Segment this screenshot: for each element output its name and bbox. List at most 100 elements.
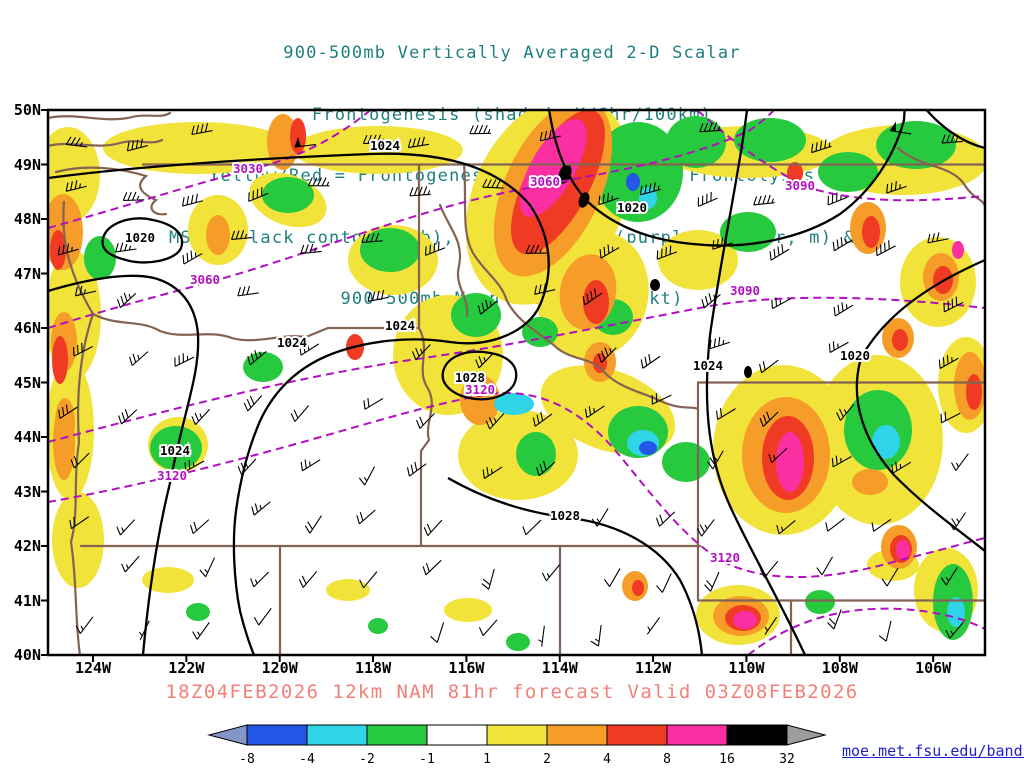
lat-label: 47N <box>13 264 41 283</box>
colorbar-cell <box>666 724 728 746</box>
frontogenesis-blob <box>290 118 306 154</box>
frontogenesis-blob <box>494 393 534 415</box>
frontogenesis-blob <box>966 374 982 410</box>
wind-barb <box>831 455 852 468</box>
colorbar-arrow-left <box>207 724 248 746</box>
lat-label: 45N <box>13 373 41 392</box>
colorbar-cell <box>366 724 428 746</box>
frontogenesis-blob <box>818 152 878 192</box>
mslp-contour <box>101 217 184 264</box>
wind-barb <box>407 136 430 149</box>
contour-label: 3090 <box>785 178 815 193</box>
frontogenesis-blob <box>852 469 888 495</box>
colorbar-cell <box>426 724 488 746</box>
wind-barb <box>477 299 498 315</box>
wind-barb <box>891 461 912 474</box>
wind-barb <box>827 192 848 206</box>
colorbar-tick-label: 8 <box>663 752 671 767</box>
lat-label: 43N <box>13 482 41 501</box>
wind-barb <box>118 409 138 425</box>
colorbar-cell <box>726 724 788 746</box>
wind-barb <box>532 411 553 427</box>
wind-barb-pennant <box>294 136 301 148</box>
wind-barb <box>696 519 715 537</box>
wind-barb <box>760 560 779 578</box>
mslp-contours-layer <box>48 110 985 655</box>
wind-barb <box>247 350 267 366</box>
lat-label: 40N <box>13 646 41 664</box>
frontogenesis-blob <box>626 173 640 191</box>
wind-barb <box>590 625 602 647</box>
contour-label: 3120 <box>157 468 187 483</box>
colorbar-tick-label: -1 <box>419 752 435 767</box>
wind-barb <box>250 571 270 588</box>
wind-barb <box>57 243 79 256</box>
frontogenesis-blob <box>896 540 910 560</box>
wind-barb <box>304 515 322 534</box>
frontogenesis-blob <box>519 119 587 217</box>
credit-link[interactable]: moe.met.fsu.edu/banding <box>842 742 1024 760</box>
wind-barb <box>875 240 896 257</box>
mslp-contour <box>548 110 906 247</box>
wind-barb <box>117 292 137 309</box>
wind-barb <box>948 512 966 531</box>
colorbar-cell <box>606 724 668 746</box>
wind-barb <box>409 186 431 197</box>
frontogenesis-blob <box>872 425 900 459</box>
wind-barb <box>182 193 203 207</box>
wind-barb <box>406 461 427 477</box>
contour-label: 3120 <box>710 550 740 565</box>
contour-label: 3030 <box>233 161 263 176</box>
wind-barb <box>769 244 790 261</box>
frontogenesis-blob <box>650 279 660 291</box>
wind-barb <box>184 459 205 472</box>
wind-barb <box>478 619 498 636</box>
contour-label: 1020 <box>840 348 870 363</box>
lon-label: 112W <box>635 659 672 677</box>
wind-barb <box>940 566 958 586</box>
wind-barb <box>72 342 93 357</box>
state-border <box>417 326 433 548</box>
wind-barb <box>361 232 383 243</box>
frontogenesis-blob <box>84 236 116 280</box>
contour-label: 3120 <box>465 382 495 397</box>
wind-barb <box>697 191 718 207</box>
wind-barb <box>69 516 89 530</box>
wind-barb <box>522 519 542 536</box>
wind-barb <box>709 336 731 350</box>
frontogenesis-blob <box>50 230 66 270</box>
wind-barb <box>832 237 853 252</box>
lon-label: 118W <box>354 659 392 677</box>
height-contour <box>48 110 776 329</box>
wind-barb <box>651 393 672 405</box>
colorbar-tick-label: 4 <box>603 752 611 767</box>
wind-barb <box>656 245 678 260</box>
wind-barb <box>538 625 545 647</box>
frontogenesis-blob <box>776 432 804 492</box>
state-border <box>62 200 95 655</box>
contour-label: 1024 <box>693 358 723 373</box>
wind-barb <box>759 359 779 374</box>
wind-barb <box>122 191 145 202</box>
state-border <box>54 166 168 216</box>
frontogenesis-blob <box>451 293 501 337</box>
forecast-footer: 18Z04FEB2026 12km NAM 81hr forecast Vali… <box>165 681 859 703</box>
wind-barb <box>881 567 899 587</box>
frontogenesis-blob <box>243 352 283 382</box>
wind-barb-pennant <box>889 121 896 132</box>
frontogenesis-blob <box>52 336 68 384</box>
wind-barb <box>129 351 149 366</box>
colorbar-tick-label: -8 <box>239 752 255 767</box>
contour-label: 3090 <box>730 283 760 298</box>
frontogenesis-blob <box>666 116 726 168</box>
map-panel: 1024 3030 1020 3060 1020 3090 3060 3090 1024 1024… <box>41 108 987 662</box>
wind-barb <box>584 405 605 419</box>
lon-label: 122W <box>168 659 205 677</box>
wind-barb <box>943 296 964 313</box>
wind-barb <box>646 616 661 635</box>
mslp-contour <box>441 350 518 401</box>
wind-barb <box>358 466 376 486</box>
wind-barb <box>70 452 90 469</box>
frontogenesis-blob <box>293 126 463 174</box>
